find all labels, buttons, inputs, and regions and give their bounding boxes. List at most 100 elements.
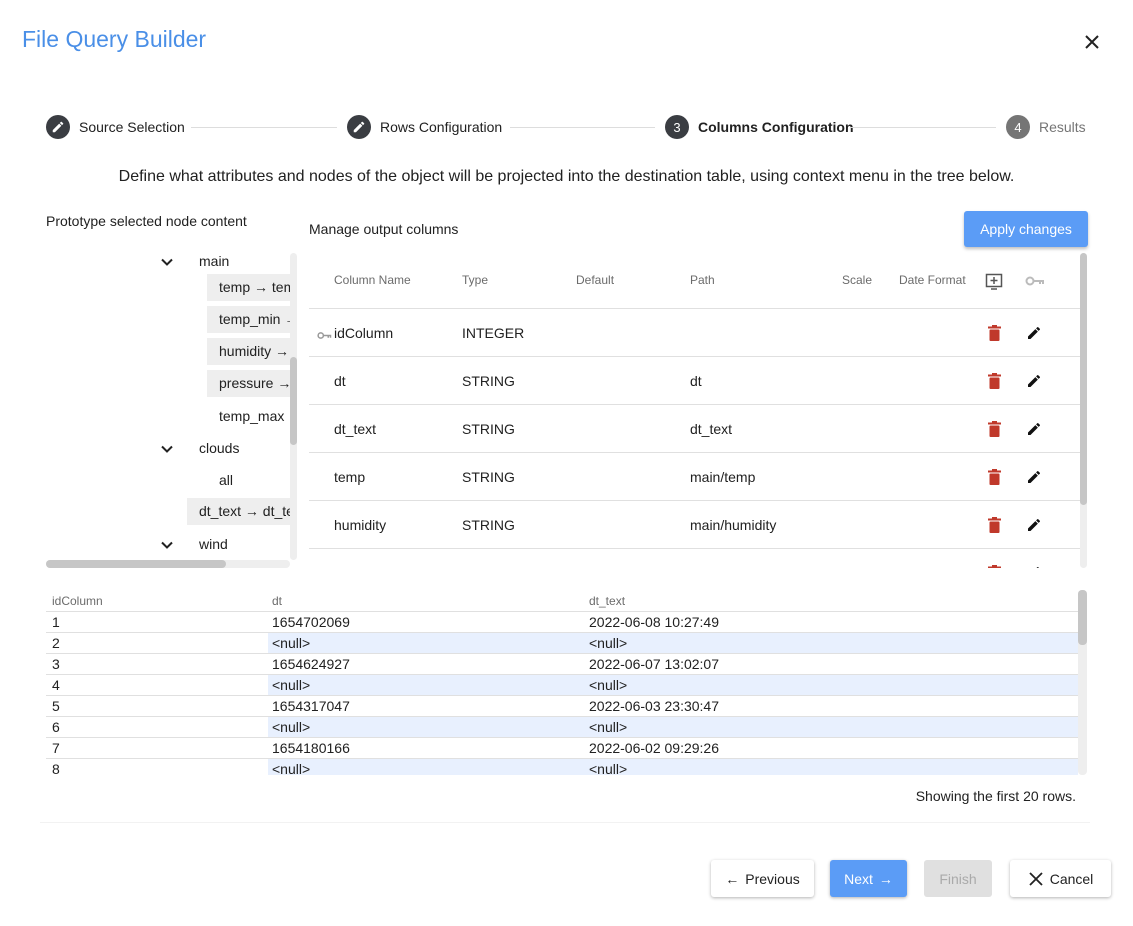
column-row: temp_min STRING main/temp_min — [309, 548, 1080, 568]
step-0: Source Selection — [46, 115, 185, 139]
tree-node[interactable]: humidity → humidity — [207, 338, 290, 365]
preview-row: 2 <null> <null> — [46, 632, 1078, 653]
preview-header: dt — [272, 594, 283, 608]
column-row: dt_text STRING dt_text — [309, 404, 1080, 452]
tree-horizontal-scrollbar[interactable] — [46, 560, 290, 568]
preview-cell: <null> — [589, 719, 628, 735]
edit-icon[interactable] — [1026, 373, 1042, 389]
cell-type: STRING — [462, 517, 515, 533]
cell-type: STRING — [462, 565, 515, 568]
edit-icon[interactable] — [1026, 325, 1042, 341]
key-icon[interactable] — [1025, 275, 1045, 287]
step-1: Rows Configuration — [347, 115, 502, 139]
step-label: Columns Configuration — [698, 119, 854, 135]
chevron-down-icon[interactable] — [160, 442, 174, 456]
preview-cell: 5 — [52, 698, 60, 714]
preview-cell: <null> — [272, 635, 311, 651]
cell-name: humidity — [334, 517, 387, 533]
tree-node[interactable]: wind — [199, 536, 228, 552]
finish-button[interactable]: Finish — [924, 860, 992, 897]
preview-cell: 1654180166 — [272, 740, 350, 756]
close-icon[interactable] — [1080, 30, 1104, 54]
chevron-down-icon[interactable] — [160, 538, 174, 552]
preview-cell: 6 — [52, 719, 60, 735]
preview-cell: <null> — [272, 719, 311, 735]
preview-cell: 7 — [52, 740, 60, 756]
tree-node[interactable]: clouds — [199, 440, 240, 456]
tree-label: Prototype selected node content — [46, 213, 247, 229]
preview-row: 4 <null> <null> — [46, 674, 1078, 695]
preview-cell: <null> — [272, 761, 311, 775]
preview-scrollbar[interactable] — [1078, 590, 1087, 775]
cancel-button[interactable]: Cancel — [1010, 860, 1111, 897]
column-header: Type — [462, 273, 489, 287]
tree-node[interactable]: temp_min → temp_min — [207, 306, 290, 333]
prototype-tree[interactable]: main temp → temp temp_min → temp_minhumidi… — [46, 253, 297, 568]
close-icon — [1029, 871, 1043, 886]
columns-scrollbar[interactable] — [1080, 253, 1087, 568]
step-connector — [850, 127, 996, 128]
cell-type: INTEGER — [462, 325, 525, 341]
step-label: Results — [1039, 119, 1086, 135]
tree-node[interactable]: dt_text → dt_text — [187, 498, 290, 525]
edit-icon[interactable] — [1026, 469, 1042, 485]
cell-path: dt — [690, 373, 702, 389]
column-header: Column Name — [334, 273, 411, 287]
edit-icon[interactable] — [1026, 421, 1042, 437]
delete-icon[interactable] — [988, 565, 1001, 568]
column-header: Path — [690, 273, 715, 287]
cell-path: main/temp — [690, 469, 756, 485]
cell-type: STRING — [462, 373, 515, 389]
preview-cell: 2022-06-07 13:02:07 — [589, 656, 719, 672]
preview-row: 6 <null> <null> — [46, 716, 1078, 737]
tree-node[interactable]: all — [219, 472, 234, 488]
edit-icon[interactable] — [1026, 565, 1042, 568]
arrow-left-icon: ← — [725, 870, 740, 887]
apply-changes-button[interactable]: Apply changes — [964, 211, 1088, 247]
previous-button[interactable]: ← Previous — [711, 860, 814, 897]
instructions: Define what attributes and nodes of the … — [118, 168, 1015, 185]
step-connector — [191, 127, 337, 128]
column-row: temp STRING main/temp — [309, 452, 1080, 500]
delete-icon[interactable] — [988, 469, 1001, 485]
step-number: 3 — [665, 115, 689, 139]
column-header: Scale — [842, 273, 873, 287]
tree-node[interactable]: temp → temp — [207, 274, 290, 301]
delete-icon[interactable] — [988, 421, 1001, 437]
preview-row: 5 1654317047 2022-06-03 23:30:47 — [46, 695, 1078, 716]
preview-cell: 4 — [52, 677, 60, 693]
preview-cell: 3 — [52, 656, 60, 672]
next-button[interactable]: Next → — [830, 860, 907, 897]
preview-cell: 1654624927 — [272, 656, 350, 672]
column-row: humidity STRING main/humidity — [309, 500, 1080, 548]
step-2: 3 Columns Configuration — [665, 115, 854, 139]
tree-node[interactable]: temp_max — [219, 408, 285, 424]
chevron-down-icon[interactable] — [160, 255, 174, 269]
arrow-right-icon: → — [878, 870, 893, 887]
cell-type: STRING — [462, 469, 515, 485]
delete-icon[interactable] — [988, 325, 1001, 341]
preview-cell: 2 — [52, 635, 60, 651]
preview-cell: 1 — [52, 614, 60, 630]
delete-icon[interactable] — [988, 373, 1001, 389]
divider — [40, 822, 1090, 823]
cell-path: main/temp_min — [690, 565, 786, 568]
add-column-icon[interactable] — [985, 273, 1003, 291]
step-number: 4 — [1006, 115, 1030, 139]
preview-cell: 2022-06-08 10:27:49 — [589, 614, 719, 630]
cell-name: dt — [334, 373, 346, 389]
column-row: idColumn INTEGER — [309, 308, 1080, 356]
cell-type: STRING — [462, 421, 515, 437]
preview-row: 7 1654180166 2022-06-02 09:29:26 — [46, 737, 1078, 758]
column-header: Default — [576, 273, 615, 287]
preview-cell: 2022-06-02 09:29:26 — [589, 740, 719, 756]
delete-icon[interactable] — [988, 517, 1001, 533]
tree-node[interactable]: pressure → pressure — [207, 370, 290, 397]
preview-cell: 2022-06-03 23:30:47 — [589, 698, 719, 714]
edit-icon[interactable] — [1026, 517, 1042, 533]
preview-table: idColumn dt dt_text 1 1654702069 2022-06-08 1… — [46, 590, 1078, 775]
key-icon — [317, 332, 332, 339]
cell-name: idColumn — [334, 325, 394, 341]
tree-vertical-scrollbar[interactable] — [290, 253, 297, 560]
tree-node[interactable]: main — [199, 253, 230, 269]
